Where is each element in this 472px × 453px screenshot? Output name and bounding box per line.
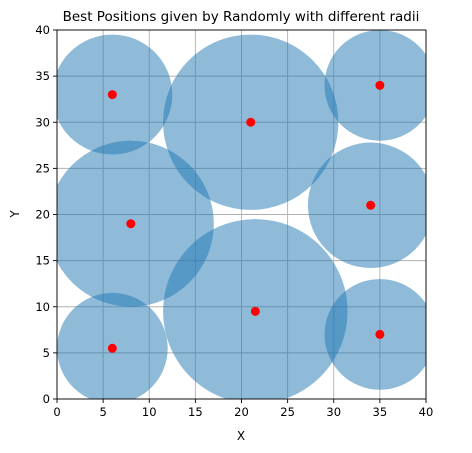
y-tick-label: 15 <box>35 254 50 268</box>
radius-circle <box>324 279 426 390</box>
y-axis-ticks: 0 5 10 15 20 25 30 35 40 <box>35 23 57 406</box>
position-point <box>375 329 385 339</box>
y-tick-label: 30 <box>35 115 50 129</box>
x-tick-label: 25 <box>280 405 295 419</box>
position-point <box>107 343 117 353</box>
y-tick-label: 10 <box>35 300 50 314</box>
y-axis-label: Y <box>8 210 22 219</box>
x-tick-label: 0 <box>53 405 60 419</box>
position-point <box>126 219 136 229</box>
radius-circle <box>324 30 426 141</box>
chart-title: Best Positions given by Randomly with di… <box>63 9 420 25</box>
x-tick-label: 40 <box>419 405 434 419</box>
y-tick-label: 40 <box>35 23 50 37</box>
x-tick-label: 20 <box>234 405 249 419</box>
position-point <box>250 306 260 316</box>
y-tick-label: 20 <box>35 208 50 222</box>
position-points <box>107 80 385 353</box>
x-tick-label: 30 <box>326 405 341 419</box>
x-tick-label: 10 <box>142 405 157 419</box>
x-tick-label: 35 <box>373 405 388 419</box>
x-tick-label: 5 <box>99 405 106 419</box>
position-point <box>246 117 256 127</box>
y-tick-label: 25 <box>35 161 50 175</box>
x-axis-label: X <box>237 429 245 443</box>
y-tick-label: 0 <box>43 392 50 406</box>
radius-circles <box>57 30 426 399</box>
position-point <box>107 90 117 100</box>
x-tick-label: 15 <box>188 405 203 419</box>
position-point <box>375 80 385 90</box>
x-axis-ticks: 0 5 10 15 20 25 30 35 40 <box>53 399 433 419</box>
position-point <box>366 200 376 210</box>
radius-circle <box>57 140 214 307</box>
y-tick-label: 5 <box>43 346 50 360</box>
y-tick-label: 35 <box>35 69 50 83</box>
